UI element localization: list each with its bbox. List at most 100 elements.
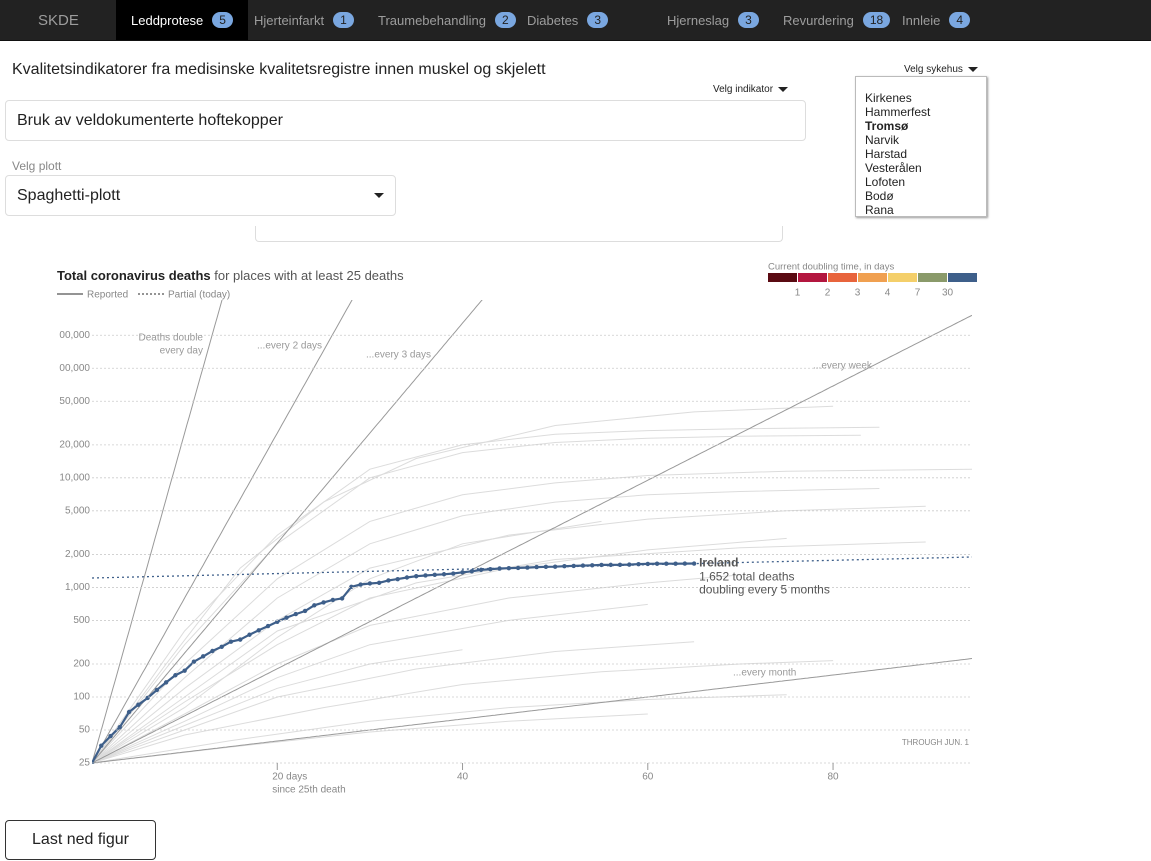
- chart-subtitle: for places with at least 25 deaths: [214, 268, 404, 283]
- hospital-option[interactable]: Narvik: [865, 133, 900, 147]
- hospital-option[interactable]: Bodø: [865, 189, 894, 203]
- series-point: [478, 567, 484, 573]
- x-tick-label: 20 days: [272, 772, 307, 783]
- tab-badge: 4: [949, 12, 970, 28]
- y-tick-label: 00,000: [59, 330, 90, 341]
- series-point: [608, 562, 613, 568]
- indicator-select[interactable]: Bruk av veldokumenterte hoftekopper: [5, 100, 806, 141]
- doubling-swatch: [888, 273, 917, 282]
- series-point: [432, 572, 437, 578]
- chart-title-main: Total coronavirus deaths: [57, 268, 211, 283]
- doubling-swatch: [768, 273, 797, 282]
- legend-label: Reported: [87, 290, 128, 301]
- series-point: [543, 564, 549, 569]
- background-line: [92, 574, 741, 764]
- tab-label: Diabetes: [527, 12, 579, 28]
- series-point: [228, 639, 234, 644]
- y-tick-label: 100: [73, 692, 90, 703]
- x-tick-label: 80: [827, 772, 839, 783]
- reference-line: [92, 658, 972, 764]
- y-tick-label: 50: [79, 725, 91, 736]
- hospital-option[interactable]: Tromsø: [865, 119, 909, 133]
- series-point: [302, 608, 308, 614]
- y-tick-label: 500: [73, 615, 90, 626]
- download-button[interactable]: Last ned figur: [5, 820, 156, 860]
- hospital-option[interactable]: Kirkenes: [865, 91, 912, 105]
- background-line: [92, 649, 463, 764]
- series-point: [654, 561, 660, 566]
- doubling-swatch: [948, 273, 977, 282]
- series-point: [580, 563, 586, 568]
- series-point: [312, 603, 317, 608]
- series-annotation: 1,652 total deaths: [699, 570, 794, 584]
- hospital-list: Kirkenes Hammerfest Tromsø Narvik Harstad Ves…: [855, 76, 987, 217]
- series-point: [108, 733, 113, 739]
- doubling-swatch: [798, 273, 827, 282]
- hospital-option[interactable]: Hammerfest: [865, 105, 931, 119]
- tab-badge: 3: [587, 12, 608, 28]
- nav-tab[interactable]: Innleie 4: [887, 0, 985, 40]
- nav-tab[interactable]: Hjerteinfarkt 1: [239, 0, 369, 40]
- doubling-tick-label: 7: [915, 288, 921, 299]
- caret: [369, 187, 384, 205]
- series-point: [284, 615, 289, 620]
- background-line: [92, 694, 787, 764]
- series-point: [691, 561, 697, 566]
- x-axis-label: since 25th death: [272, 785, 345, 796]
- hidden-dropdown: [255, 226, 783, 242]
- series-point: [191, 659, 197, 664]
- nav-tab[interactable]: Hjerneslag 3: [652, 0, 774, 40]
- tab-badge: 1: [333, 12, 354, 28]
- tab-label: Hjerneslag: [667, 12, 730, 28]
- y-tick-label: 5,000: [65, 505, 90, 516]
- series-point: [404, 575, 410, 580]
- nav-tab[interactable]: Revurdering 18: [768, 0, 905, 40]
- tab-label: Innleie: [902, 12, 941, 28]
- doubling-legend-title: Current doubling time, in days: [768, 262, 894, 273]
- series-point: [441, 572, 447, 577]
- hospital-option[interactable]: Vesterålen: [865, 161, 922, 175]
- nav-tab[interactable]: Diabetes 3: [512, 0, 623, 40]
- series-point: [617, 562, 623, 568]
- series-point: [154, 687, 160, 693]
- y-tick-label: 20,000: [59, 439, 90, 450]
- hospital-option[interactable]: Rana: [865, 203, 894, 217]
- x-tick-label: 40: [457, 772, 469, 783]
- series-point: [506, 566, 512, 571]
- hospital-label[interactable]: Velg sykehus: [904, 64, 978, 75]
- y-tick-label: 200: [73, 659, 90, 670]
- nav-tab[interactable]: Leddprotese 5: [116, 0, 248, 40]
- brand[interactable]: SKDE: [38, 12, 79, 29]
- tab-badge: 3: [738, 12, 759, 28]
- tab-label: Traumebehandling: [378, 12, 486, 28]
- series-point: [590, 563, 595, 568]
- chart-title: Total coronavirus deaths for places with…: [57, 268, 404, 283]
- series-point: [636, 561, 641, 567]
- background-line: [92, 505, 926, 764]
- series-point: [469, 569, 474, 574]
- hospital-option[interactable]: Lofoten: [865, 175, 906, 189]
- hospital-option[interactable]: Harstad: [865, 147, 908, 161]
- indicator-label[interactable]: Velg indikator: [713, 84, 788, 95]
- doubling-swatch: [858, 273, 887, 282]
- plot-select[interactable]: Spaghetti-plott: [5, 175, 396, 216]
- series-point: [451, 571, 456, 576]
- page-title: Kvalitetsindikatorer fra medisinske kval…: [12, 61, 546, 78]
- nav-tab[interactable]: Traumebehandling 2: [363, 0, 531, 40]
- series-point: [673, 561, 678, 566]
- series-point: [525, 565, 530, 570]
- reference-label: ...every week: [813, 361, 873, 372]
- series-point: [339, 596, 345, 601]
- series-name: Ireland: [699, 556, 738, 570]
- series-point: [376, 580, 382, 586]
- series-point: [358, 582, 363, 587]
- reference-label: every day: [160, 346, 203, 357]
- series-point: [136, 702, 141, 707]
- background-line: [92, 641, 695, 764]
- background-line: [92, 434, 861, 764]
- doubling-tick-label: 4: [885, 288, 891, 299]
- tab-label: Leddprotese: [131, 12, 204, 28]
- series-point: [488, 566, 493, 572]
- series-point: [627, 562, 632, 567]
